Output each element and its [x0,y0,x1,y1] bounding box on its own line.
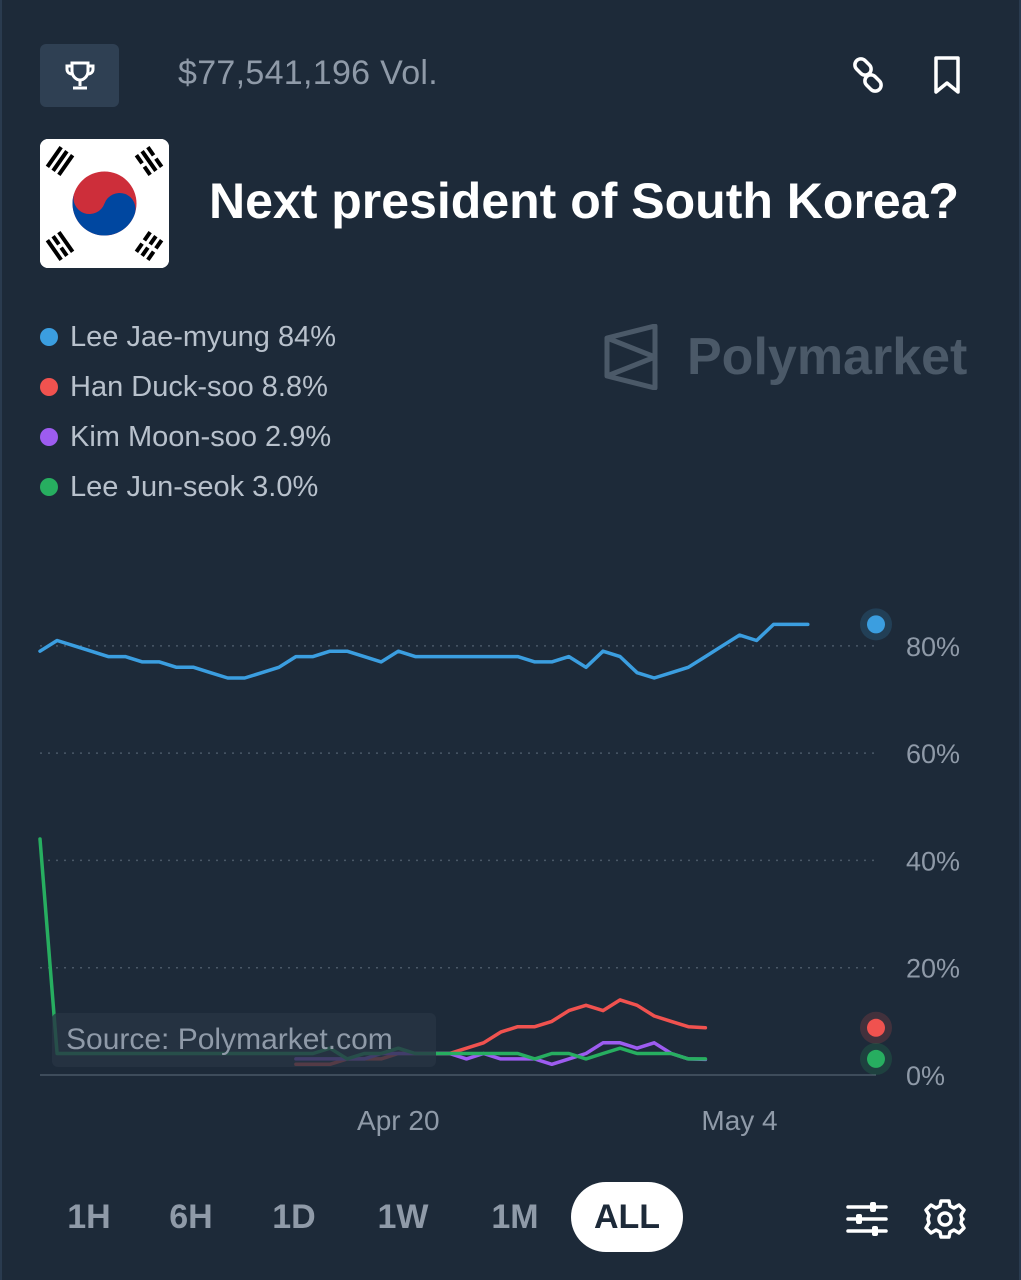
link-icon [853,57,883,93]
polymarket-logo-icon [604,324,658,390]
tab-1h[interactable]: 1H [67,1197,111,1236]
market-title: Next president of South Korea? [209,173,960,229]
polymarket-watermark: Polymarket [603,324,967,390]
gear-icon [924,1199,966,1239]
trophy-icon [65,61,94,89]
end-dot-han-duck-soo [867,1018,885,1037]
legend-label: Lee Jae-myung 84% [70,320,336,353]
legend-dot [40,428,58,446]
x-tick-label: Apr 20 [357,1105,440,1136]
legend-dot [40,478,58,496]
chart-legend: Lee Jae-myung 84% Han Duck-soo 8.8% Kim … [40,312,336,512]
legend-dot [40,378,58,396]
time-range-tabs: 1H 6H 1D 1W 1M ALL [0,1182,1021,1252]
sliders-icon [846,1202,888,1236]
end-dot-lee-jun-seok [867,1049,885,1068]
legend-item: Han Duck-soo 8.8% [40,362,336,412]
y-tick-label: 60% [906,739,960,769]
x-tick-label: May 4 [701,1105,777,1136]
link-button[interactable] [845,52,891,98]
filter-button[interactable] [844,1196,890,1242]
bookmark-icon [934,56,960,94]
y-tick-label: 80% [906,632,960,662]
legend-dot [40,328,58,346]
y-tick-label: 40% [906,846,960,876]
volume-text: $77,541,196 Vol. [178,54,439,92]
market-flag [40,139,169,268]
tab-1m[interactable]: 1M [491,1197,539,1236]
series-line-lee-jae-myung [38,622,810,680]
legend-label: Lee Jun-seok 3.0% [70,470,319,503]
bookmark-button[interactable] [924,52,970,98]
tab-6h[interactable]: 6H [169,1197,213,1236]
legend-label: Han Duck-soo 8.8% [70,370,328,403]
tab-all[interactable]: ALL [571,1182,683,1252]
tab-1d[interactable]: 1D [272,1197,316,1236]
watermark-text: Polymarket [687,328,968,386]
legend-item: Kim Moon-soo 2.9% [40,412,336,462]
settings-button[interactable] [922,1196,968,1242]
legend-label: Kim Moon-soo 2.9% [70,420,332,453]
south-korea-flag-icon [40,139,169,268]
source-text: Source: Polymarket.com [66,1023,393,1056]
trophy-button[interactable] [40,44,119,107]
end-dot-lee-jae-myung [867,615,885,634]
y-tick-label: 20% [906,954,960,984]
legend-item: Lee Jae-myung 84% [40,312,336,362]
tab-1w[interactable]: 1W [377,1197,429,1236]
source-label: Source: Polymarket.com [52,1013,436,1067]
y-tick-label: 0% [906,1061,945,1091]
legend-item: Lee Jun-seok 3.0% [40,462,336,512]
